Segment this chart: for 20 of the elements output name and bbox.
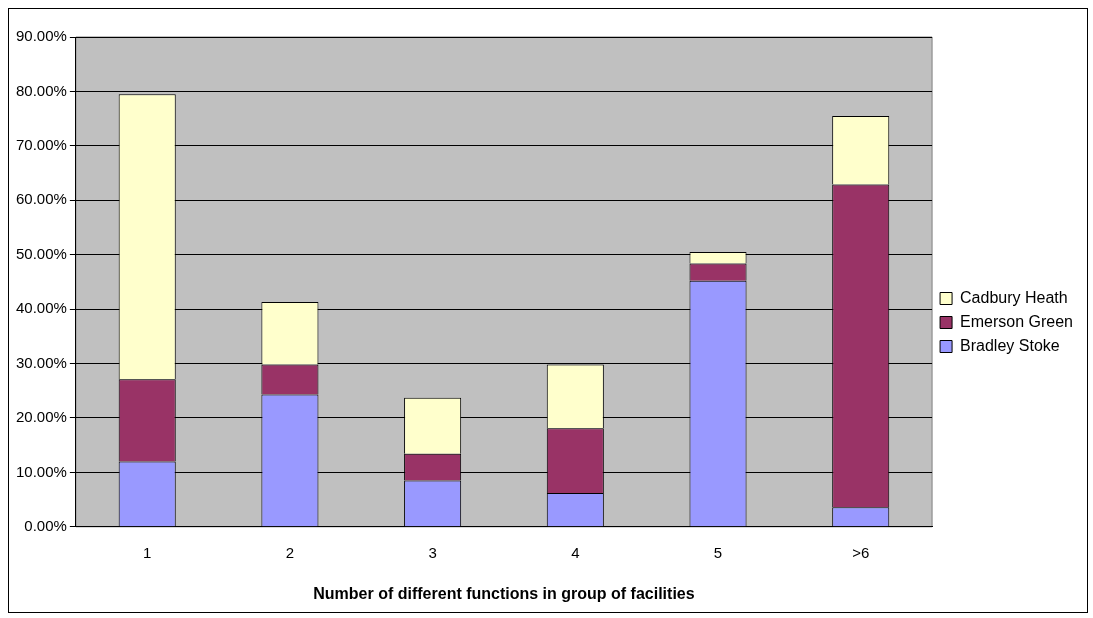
y-tick-label: 30.00% [16, 353, 67, 371]
legend-label: Emerson Green [960, 312, 1073, 330]
y-tick-label: 70.00% [16, 135, 67, 153]
x-tick-label: 2 [285, 543, 295, 561]
y-tick-label: 20.00% [16, 408, 67, 426]
y-tick-label: 40.00% [16, 299, 67, 317]
y-tick-label: 0.00% [24, 516, 67, 534]
legend-label: Cadbury Heath [960, 288, 1068, 306]
x-tick-label: 5 [713, 543, 723, 561]
y-tick-label: 80.00% [16, 81, 67, 99]
y-tick-label: 10.00% [16, 462, 67, 480]
x-tick-label: 4 [571, 543, 580, 561]
x-axis-title: Number of different functions in group of facilities [313, 584, 695, 602]
y-tick-label: 90.00% [16, 27, 67, 45]
x-tick-label: >6 [852, 543, 870, 561]
x-tick-label: 1 [143, 543, 152, 561]
legend-label: Bradley Stoke [960, 336, 1060, 354]
y-tick-label: 60.00% [16, 190, 67, 208]
x-tick-label: 3 [428, 543, 437, 561]
y-tick-label: 50.00% [16, 244, 67, 262]
